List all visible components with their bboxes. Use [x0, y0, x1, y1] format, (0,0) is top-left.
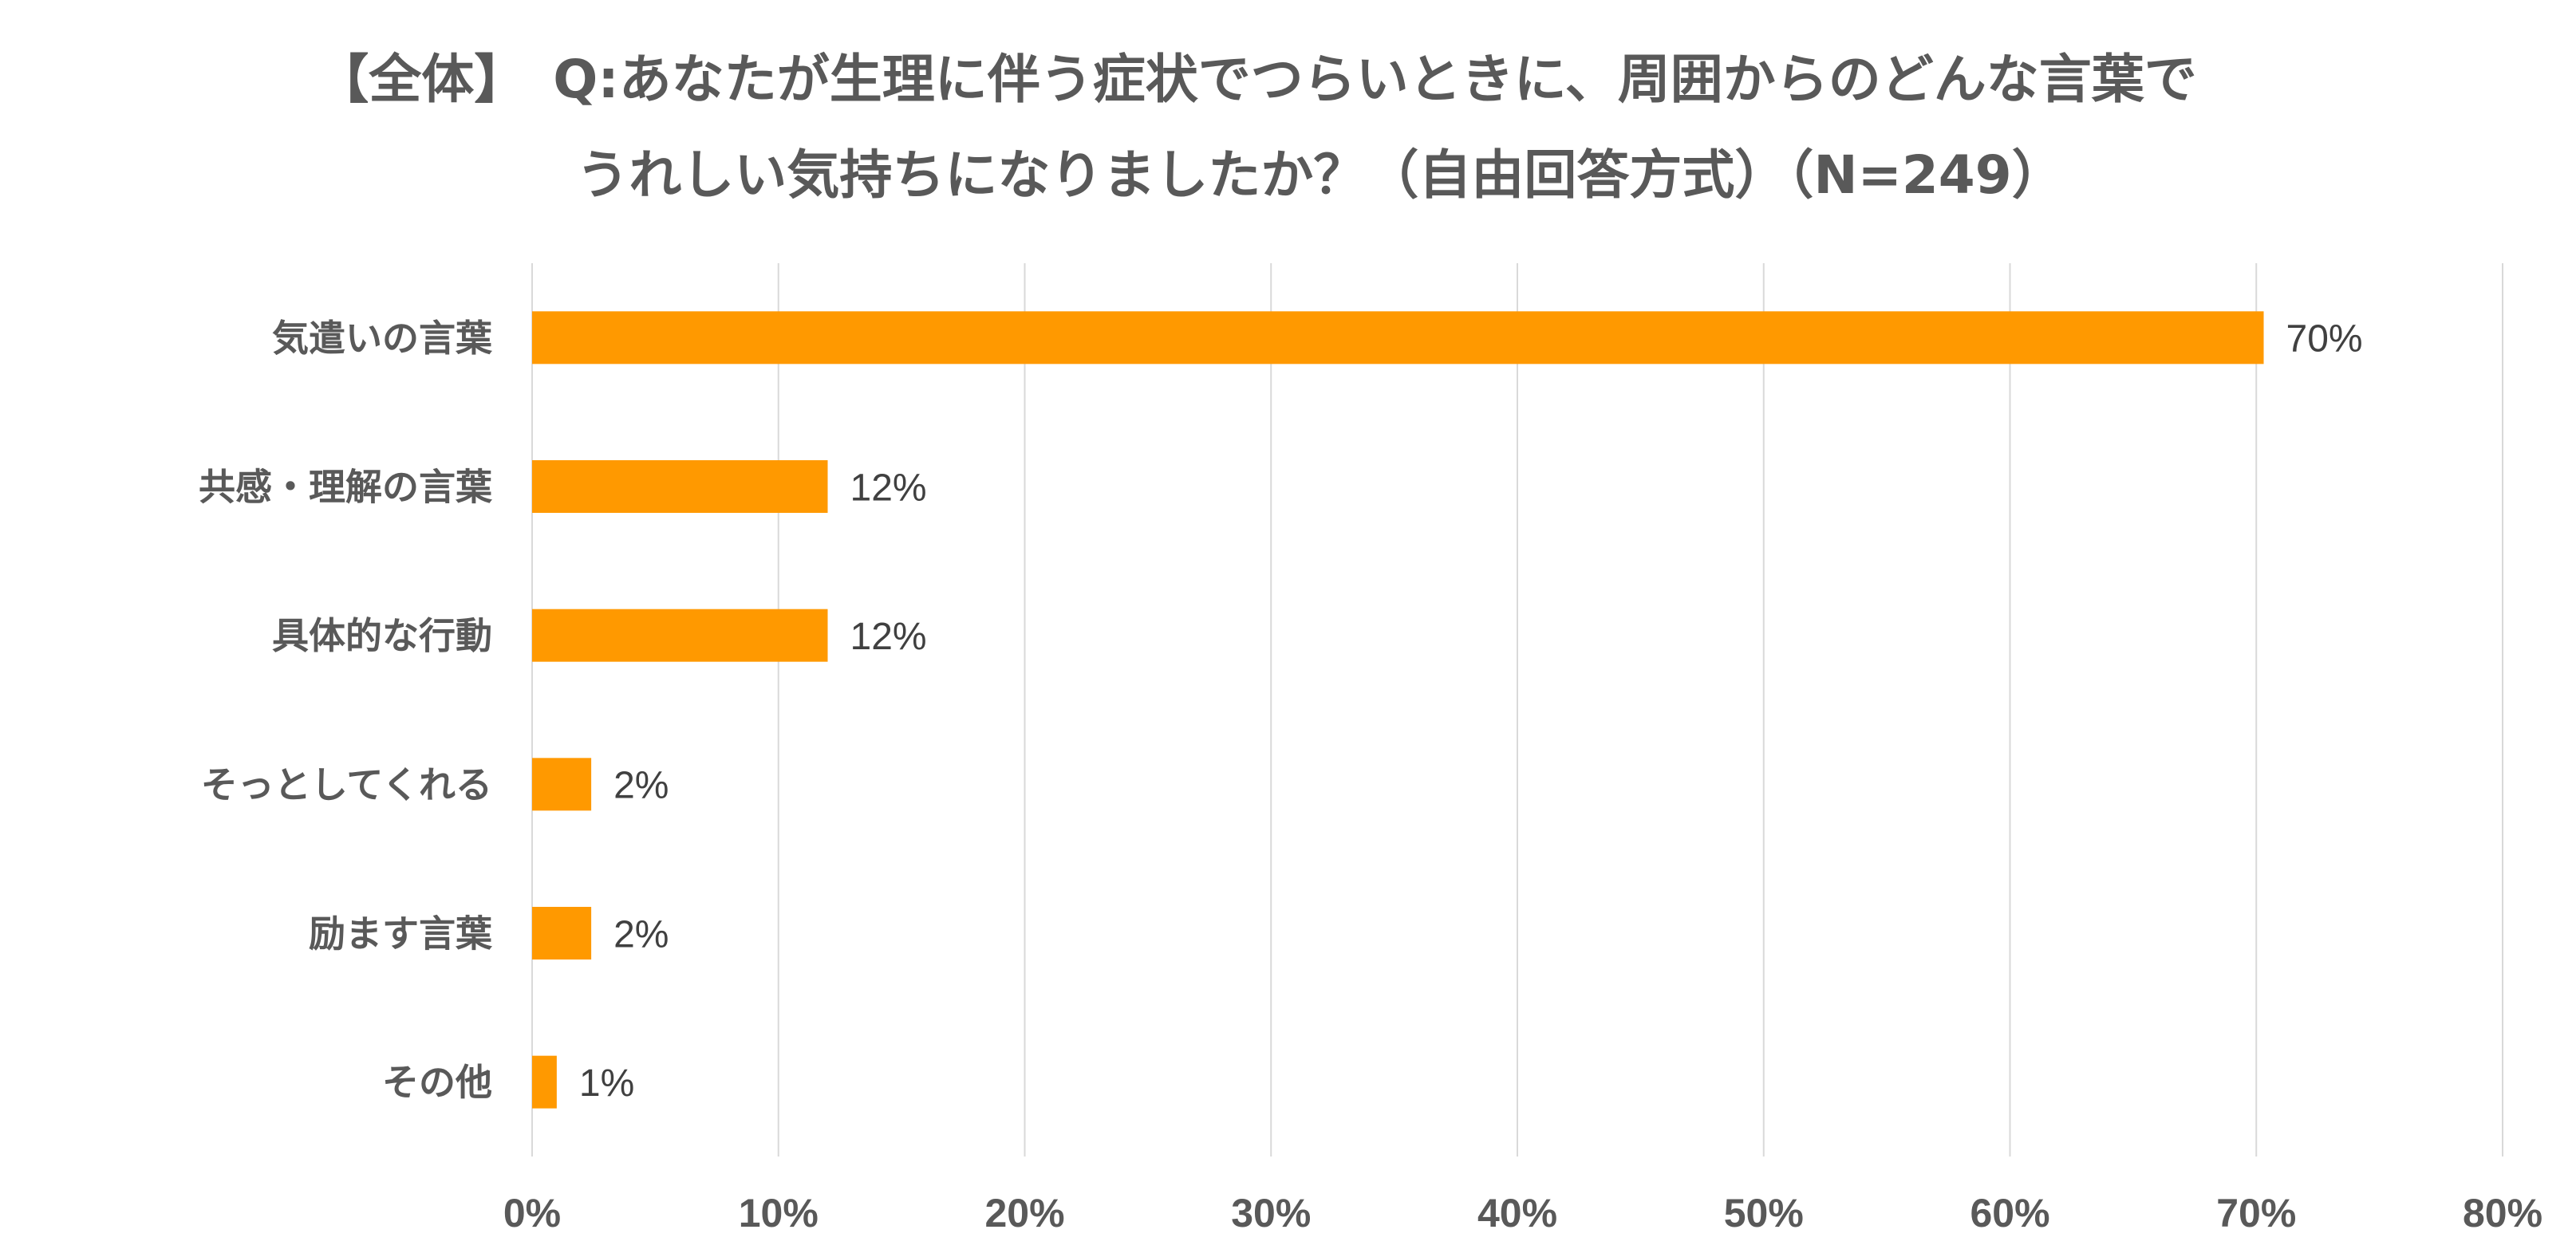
chart-title: 【全体】 Q:あなたが生理に伴う症状でつらいときに、周囲からのどんな言葉で うれ…: [316, 49, 2197, 206]
category-label-1: 共感・理解の言葉: [199, 466, 493, 509]
value-label-4: 2%: [613, 913, 669, 956]
x-tick-label-4: 40%: [1477, 1191, 1557, 1235]
bar-1: [532, 460, 828, 513]
bars: [532, 311, 2264, 1109]
x-tick-label-7: 70%: [2216, 1191, 2296, 1235]
value-label-0: 70%: [2286, 318, 2363, 361]
bar-4: [532, 907, 592, 959]
bar-2: [532, 609, 828, 662]
x-tick-label-2: 20%: [984, 1191, 1064, 1235]
x-tick-label-3: 30%: [1231, 1191, 1311, 1235]
x-tick-label-6: 60%: [1970, 1191, 2049, 1235]
chart-title-line-1: 【全体】 Q:あなたが生理に伴う症状でつらいときに、周囲からのどんな言葉で: [316, 49, 2197, 110]
category-label-3: そっとしてくれる: [201, 763, 492, 806]
chart-title-line-2: うれしい気持ちになりましたか？（自由回答方式）（N=249）: [576, 144, 2064, 206]
gridlines: [531, 263, 2503, 1157]
x-tick-label-8: 80%: [2463, 1191, 2542, 1235]
bar-0: [532, 311, 2264, 364]
value-label-3: 2%: [613, 765, 669, 807]
category-label-0: 気遣いの言葉: [272, 317, 493, 360]
value-label-2: 12%: [850, 616, 927, 658]
value-label-5: 1%: [579, 1062, 634, 1105]
x-tick-label-1: 10%: [739, 1191, 819, 1235]
category-label-4: 励ます言葉: [309, 912, 493, 956]
value-label-1: 12%: [850, 467, 927, 509]
x-tick-label-0: 0%: [503, 1191, 561, 1235]
category-label-2: 具体的な行動: [272, 614, 492, 657]
value-labels: 70% 12% 12% 2% 2% 1%: [579, 318, 2363, 1105]
bar-3: [532, 758, 592, 811]
bar-5: [532, 1055, 557, 1109]
x-axis-tick-labels: 0% 10% 20% 30% 40% 50% 60% 70% 80%: [503, 1191, 2542, 1235]
x-tick-label-5: 50%: [1724, 1191, 1804, 1235]
category-label-5: その他: [382, 1061, 492, 1104]
